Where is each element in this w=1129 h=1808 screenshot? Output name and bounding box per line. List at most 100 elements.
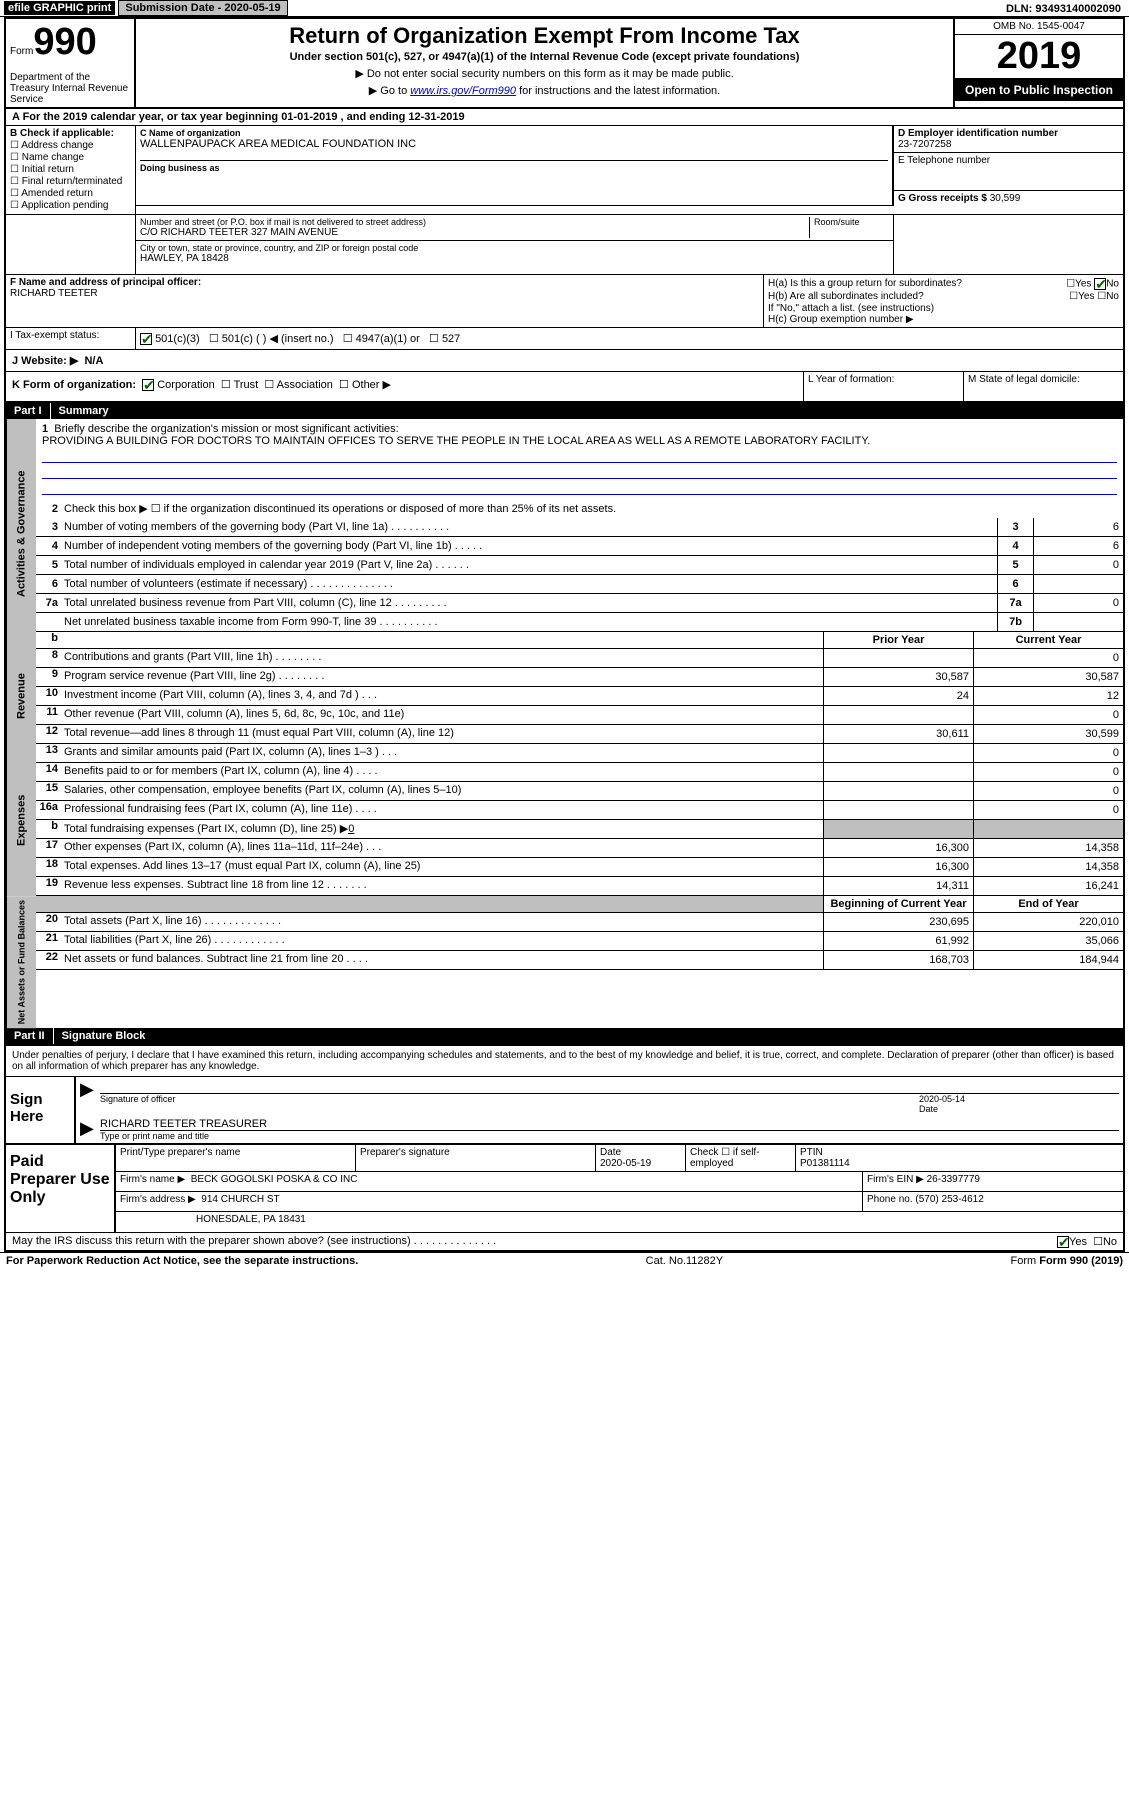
phone-label: E Telephone number	[898, 155, 990, 166]
cb-final-return[interactable]: ☐ Final return/terminated	[10, 176, 131, 187]
block-d: D Employer identification number 23-7207…	[894, 126, 1123, 153]
prep-self-emp[interactable]: Check ☐ if self-employed	[686, 1145, 796, 1171]
note2-pre: ▶ Go to	[369, 85, 410, 97]
hc-label: H(c) Group exemption number ▶	[768, 314, 1119, 325]
box-7b: 7b	[997, 613, 1033, 631]
cb-amended[interactable]: ☐ Amended return	[10, 188, 131, 199]
part-2-bar: Part II Signature Block	[6, 1028, 1123, 1044]
cb-address-change[interactable]: ☐ Address change	[10, 140, 131, 151]
line-4: Number of independent voting members of …	[64, 538, 997, 554]
sig-arrow-1: ▶	[80, 1079, 100, 1114]
line-20: Total assets (Part X, line 16) . . . . .…	[64, 913, 823, 931]
val-7b	[1033, 613, 1123, 631]
line-11: Other revenue (Part VIII, column (A), li…	[64, 706, 823, 724]
note2-post: for instructions and the latest informat…	[516, 85, 720, 97]
section-activities: Activities & Governance 1 Briefly descri…	[6, 419, 1123, 649]
p17: 16,300	[823, 839, 973, 857]
line-10: Investment income (Part VIII, column (A)…	[64, 687, 823, 705]
type-label: Type or print name and title	[100, 1130, 1119, 1141]
discuss-yes[interactable]	[1057, 1236, 1069, 1248]
irs-link[interactable]: www.irs.gov/Form990	[410, 85, 516, 97]
line1-text: PROVIDING A BUILDING FOR DOCTORS TO MAIN…	[42, 435, 870, 447]
p11	[823, 706, 973, 724]
dln: DLN: 93493140002090	[1002, 2, 1125, 16]
footer: For Paperwork Reduction Act Notice, see …	[0, 1252, 1129, 1269]
block-b-label: B Check if applicable:	[10, 128, 131, 139]
val-7a: 0	[1033, 594, 1123, 612]
block-m: M State of legal domicile:	[963, 372, 1123, 401]
block-h: H(a) Is this a group return for subordin…	[763, 275, 1123, 327]
block-b: B Check if applicable: ☐ Address change …	[6, 126, 136, 214]
cb-app-pending[interactable]: ☐ Application pending	[10, 200, 131, 211]
val-6	[1033, 575, 1123, 593]
box-6: 6	[997, 575, 1033, 593]
block-e: E Telephone number	[894, 153, 1123, 191]
val-4: 6	[1033, 537, 1123, 555]
paid-preparer-grid: Paid Preparer Use Only Print/Type prepar…	[6, 1143, 1123, 1232]
num-4: 4	[36, 540, 64, 552]
org-name-label: C Name of organization	[140, 128, 888, 138]
header-right: OMB No. 1545-0047 2019 Open to Public In…	[953, 19, 1123, 107]
blue-rule-3	[42, 479, 1117, 495]
line-6: Total number of volunteers (estimate if …	[64, 576, 997, 592]
cb-initial-return[interactable]: ☐ Initial return	[10, 164, 131, 175]
prep-date: Date2020-05-19	[596, 1145, 686, 1171]
block-l: L Year of formation:	[803, 372, 963, 401]
c20: 220,010	[973, 913, 1123, 931]
room-label: Room/suite	[809, 217, 889, 238]
c22: 184,944	[973, 951, 1123, 969]
c12: 30,599	[973, 725, 1123, 743]
line-7b: Net unrelated business taxable income fr…	[64, 614, 997, 630]
top-bar: efile GRAPHIC print Submission Date - 20…	[0, 0, 1129, 17]
col-eoy: End of Year	[973, 896, 1123, 912]
na-col-header: Beginning of Current Year End of Year	[36, 896, 1123, 913]
line-21: Total liabilities (Part X, line 26) . . …	[64, 932, 823, 950]
vlabel-revenue: Revenue	[6, 649, 36, 744]
line-13: Grants and similar amounts paid (Part IX…	[64, 744, 823, 762]
num-6: 6	[36, 578, 64, 590]
blocks-d-e-g: D Employer identification number 23-7207…	[893, 126, 1123, 206]
line-14: Benefits paid to or for members (Part IX…	[64, 763, 823, 781]
note-link: ▶ Go to www.irs.gov/Form990 for instruct…	[144, 84, 945, 97]
rev-col-header: b Prior Year Current Year	[36, 632, 1123, 649]
c15: 0	[973, 782, 1123, 800]
sig-date: 2020-05-14Date	[919, 1094, 1119, 1114]
p16b	[823, 820, 973, 838]
form-990: Form990 Department of the Treasury Inter…	[4, 17, 1125, 1252]
firm-addr2: HONESDALE, PA 18431	[116, 1212, 1123, 1232]
cb-name-change[interactable]: ☐ Name change	[10, 152, 131, 163]
line-7a: Total unrelated business revenue from Pa…	[64, 595, 997, 611]
c21: 35,066	[973, 932, 1123, 950]
header-left: Form990 Department of the Treasury Inter…	[6, 19, 136, 107]
officer-label: F Name and address of principal officer:	[10, 277, 201, 288]
form-subtitle: Under section 501(c), 527, or 4947(a)(1)…	[144, 51, 945, 63]
p20: 230,695	[823, 913, 973, 931]
box-5: 5	[997, 556, 1033, 574]
box-3: 3	[997, 518, 1033, 536]
efile-label[interactable]: efile GRAPHIC print	[4, 1, 115, 15]
ein-value: 23-7207258	[898, 139, 1119, 150]
c10: 12	[973, 687, 1123, 705]
line-16a: Professional fundraising fees (Part IX, …	[64, 801, 823, 819]
ha-no-check[interactable]	[1094, 278, 1106, 290]
part-1-label: Summary	[51, 403, 117, 419]
k-label: K Form of organization:	[12, 379, 136, 391]
sign-here-grid: Sign Here ▶ Signature of officer 2020-05…	[6, 1076, 1123, 1143]
form-number: 990	[33, 21, 96, 63]
c14: 0	[973, 763, 1123, 781]
section-revenue: Revenue 8Contributions and grants (Part …	[6, 649, 1123, 744]
c16b	[973, 820, 1123, 838]
c8: 0	[973, 649, 1123, 667]
prep-ptin: PTINP01381114	[796, 1145, 1123, 1171]
p10: 24	[823, 687, 973, 705]
cb-corp[interactable]	[142, 379, 154, 391]
val-3: 6	[1033, 518, 1123, 536]
dba-label: Doing business as	[140, 160, 888, 173]
sign-here-label: Sign Here	[6, 1077, 76, 1143]
p19: 14,311	[823, 877, 973, 895]
p12: 30,611	[823, 725, 973, 743]
cb-501c3[interactable]	[140, 333, 152, 345]
firm-ein: Firm's EIN ▶ 26-3397779	[863, 1172, 1123, 1191]
address-row: Number and street (or P.O. box if mail i…	[6, 214, 1123, 274]
line-5: Total number of individuals employed in …	[64, 557, 997, 573]
